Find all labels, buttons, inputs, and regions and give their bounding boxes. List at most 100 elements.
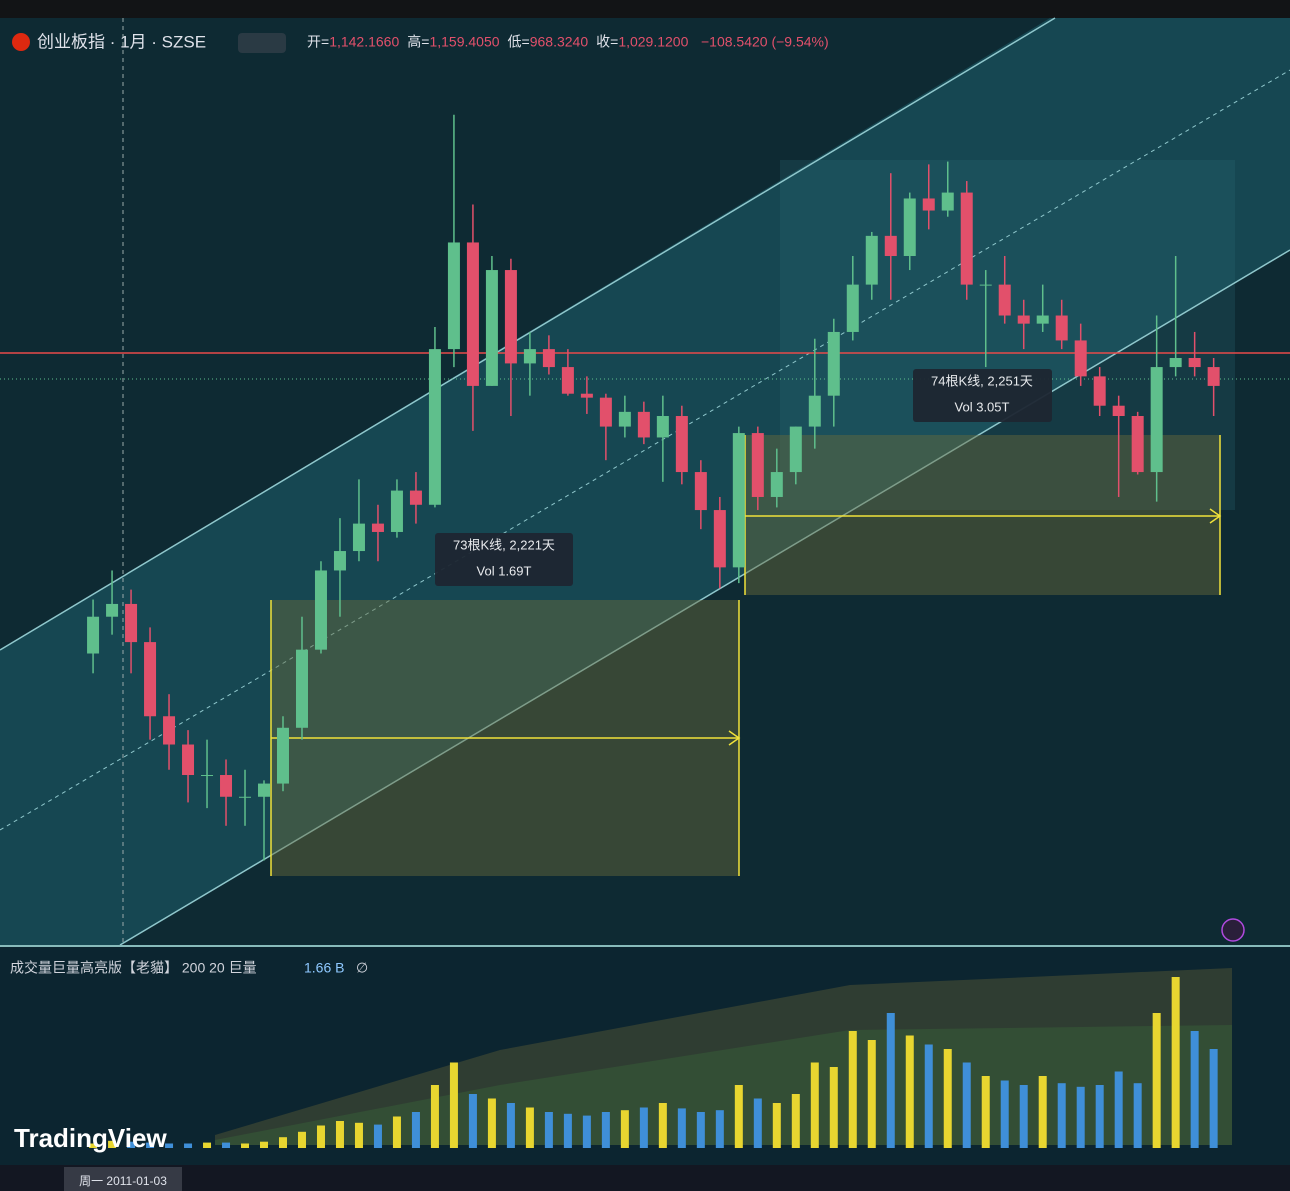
candle-body [333, 551, 346, 571]
candles [87, 114, 1220, 861]
volume-bar [1190, 1031, 1199, 1148]
candle-body [106, 603, 119, 617]
volume-bar [184, 1143, 193, 1148]
measure-label [435, 533, 573, 586]
measure-title: 74根K线, 2,251天 [931, 373, 1033, 388]
change: −108.5420 (−9.54%) [701, 34, 829, 50]
candle-body [239, 796, 252, 798]
volume-bar [468, 1094, 477, 1148]
volume-bar [734, 1085, 743, 1148]
time-axis [0, 1165, 1290, 1191]
candle-body [1093, 376, 1106, 406]
channel-upper [0, 17, 1056, 651]
measure-volume: Vol 3.05T [955, 399, 1010, 414]
flag-icon [12, 33, 30, 51]
volume-bar [203, 1142, 212, 1148]
candle-body [1055, 315, 1068, 341]
candle-body [1169, 357, 1182, 368]
candle-body [523, 349, 536, 364]
volume-bar [506, 1103, 515, 1148]
volume-last: 1.66 B [304, 960, 344, 976]
volume-bar [886, 1013, 895, 1148]
candle-body [1150, 367, 1163, 473]
candle-body [922, 198, 935, 211]
measure-lines [270, 435, 1222, 876]
volume-bar [753, 1098, 762, 1148]
volume-bar [582, 1115, 591, 1148]
candle-body [580, 393, 593, 398]
measure-title: 73根K线, 2,221天 [453, 537, 555, 552]
ohlc-label: 开= [307, 34, 329, 50]
ohlc-label: 低= [508, 34, 530, 50]
volume-bar [1133, 1083, 1142, 1148]
volume-bar [601, 1112, 610, 1148]
volume-bar [715, 1110, 724, 1148]
candle-body [390, 490, 403, 532]
candle-body [789, 426, 802, 473]
brand-logo: TradingView [14, 1123, 167, 1153]
candle-body [561, 367, 574, 394]
candle-body [542, 349, 555, 368]
candle-body [732, 433, 745, 568]
volume-bar [316, 1125, 325, 1148]
ohlc-value: 1,029.1200 [618, 34, 688, 50]
ohlc-value: 968.3240 [530, 34, 589, 50]
volume-bar [373, 1124, 382, 1148]
candle-body [713, 510, 726, 568]
volume-bar [981, 1076, 990, 1148]
volume-bar [108, 1140, 117, 1148]
volume-bar [1209, 1049, 1218, 1148]
ohlc-label: 收= [596, 34, 618, 50]
candle-body [618, 411, 631, 427]
volume-bar [905, 1035, 914, 1148]
volume-bar [449, 1062, 458, 1148]
candle-body [447, 242, 460, 350]
volume-bar [696, 1112, 705, 1148]
volume-bar [241, 1143, 250, 1148]
volume-bar [962, 1062, 971, 1148]
candle-body [428, 349, 441, 505]
candle-body [276, 727, 289, 784]
indicator-toggle[interactable] [238, 33, 286, 53]
candle-body [1112, 405, 1125, 417]
candle-body [865, 235, 878, 285]
volume-bar [146, 1142, 155, 1148]
candle-body [599, 397, 612, 427]
volume-bar [924, 1044, 933, 1148]
candle-body [998, 284, 1011, 316]
ohlc-label: 高= [407, 34, 429, 50]
volume-bar [1076, 1086, 1085, 1148]
candle-body [485, 270, 498, 386]
volume-bar [943, 1049, 952, 1148]
volume-bar [487, 1098, 496, 1148]
volume-bar [89, 1143, 98, 1148]
candle-body [941, 192, 954, 211]
symbol[interactable]: 创业板指 · 1月 · SZSE [37, 32, 206, 51]
candle-body [371, 523, 384, 532]
candle-body [258, 783, 271, 797]
volume-bar [430, 1085, 439, 1148]
pane-divider [0, 945, 1290, 947]
alert-button[interactable] [1221, 918, 1245, 942]
channel-lower [119, 249, 1290, 946]
volume-bar [525, 1107, 534, 1148]
volume-bar [1152, 1013, 1161, 1148]
volume-bar [772, 1103, 781, 1148]
candle-body [751, 433, 764, 497]
candle-body [884, 235, 897, 257]
volume-bar [260, 1141, 269, 1148]
volume-bars [89, 977, 1218, 1148]
volume-bar [677, 1108, 686, 1148]
candle-body [1188, 357, 1201, 368]
volume-bar [1057, 1083, 1066, 1148]
measure-box [745, 435, 1220, 595]
toolbar[interactable] [0, 0, 1290, 18]
volume-bar [1171, 977, 1180, 1148]
volume-bar [639, 1107, 648, 1148]
volume-bar [354, 1122, 363, 1148]
volume-bar [1038, 1076, 1047, 1148]
candle-body [1036, 315, 1049, 324]
volume-extra: ∅ [356, 960, 368, 976]
